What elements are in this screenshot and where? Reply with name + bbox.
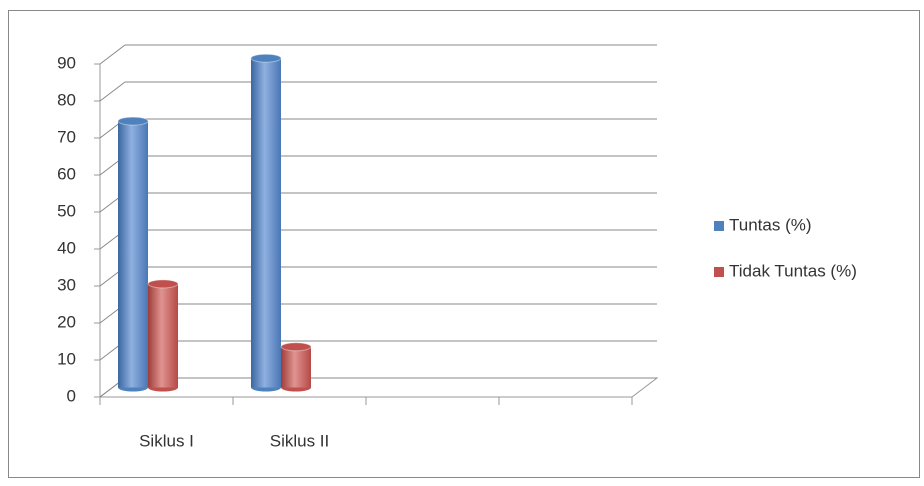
legend-swatch	[714, 267, 724, 277]
bar	[281, 346, 311, 388]
chart-border	[8, 10, 920, 478]
legend-label: Tuntas (%)	[729, 215, 812, 234]
y-tick-label: 80	[57, 90, 76, 109]
bar	[251, 58, 281, 388]
bar-top	[147, 279, 179, 289]
y-tick-label: 70	[57, 127, 76, 146]
grid-side	[99, 44, 126, 65]
bar-top	[117, 116, 149, 126]
y-tick-label: 20	[57, 312, 76, 331]
x-tick-label: Siklus I	[139, 431, 194, 450]
bar	[118, 121, 148, 388]
y-tick-label: 0	[67, 386, 76, 405]
y-tick-label: 40	[57, 238, 76, 257]
legend-label: Tidak Tuntas (%)	[729, 261, 857, 280]
y-tick-label: 30	[57, 275, 76, 294]
y-tick-label: 50	[57, 201, 76, 220]
bar-top	[250, 53, 282, 63]
legend-swatch	[714, 221, 724, 231]
x-tick-label: Siklus II	[270, 431, 330, 450]
y-tick-label: 60	[57, 164, 76, 183]
bar	[148, 283, 178, 388]
y-tick-label: 90	[57, 53, 76, 72]
y-tick-label: 10	[57, 349, 76, 368]
bar-top	[280, 342, 312, 352]
grid-side	[99, 81, 126, 102]
